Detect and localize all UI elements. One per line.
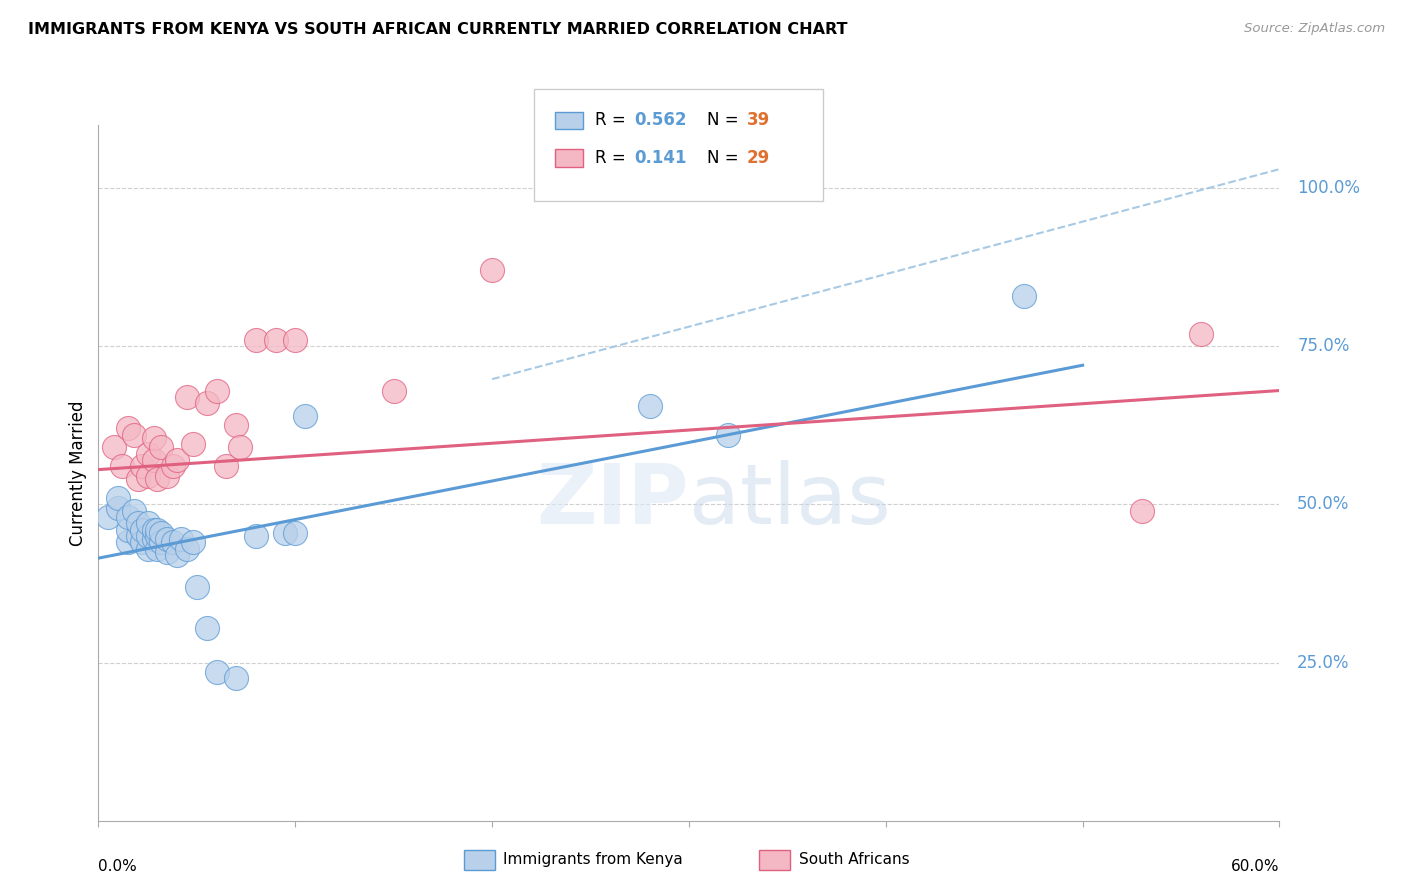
Point <box>150 441 173 455</box>
Point <box>131 523 153 537</box>
Point <box>186 580 208 594</box>
Point <box>181 437 204 451</box>
Point <box>162 535 184 549</box>
Point <box>156 545 179 559</box>
Point <box>131 535 153 549</box>
Point <box>225 671 247 685</box>
Text: R =: R = <box>595 112 631 129</box>
Point <box>181 535 204 549</box>
Point <box>162 459 184 474</box>
Text: 50.0%: 50.0% <box>1298 495 1350 514</box>
Point <box>136 469 159 483</box>
Point <box>136 516 159 531</box>
Text: IMMIGRANTS FROM KENYA VS SOUTH AFRICAN CURRENTLY MARRIED CORRELATION CHART: IMMIGRANTS FROM KENYA VS SOUTH AFRICAN C… <box>28 22 848 37</box>
Point <box>97 510 120 524</box>
Text: 29: 29 <box>747 149 770 167</box>
Point <box>245 529 267 543</box>
Text: N =: N = <box>707 112 744 129</box>
Text: 75.0%: 75.0% <box>1298 337 1350 355</box>
Point <box>136 447 159 461</box>
Point <box>103 441 125 455</box>
Point <box>717 427 740 442</box>
Point <box>117 535 139 549</box>
Point <box>195 396 218 410</box>
Point <box>146 529 169 543</box>
Text: 0.141: 0.141 <box>634 149 686 167</box>
Point <box>117 421 139 435</box>
Point <box>166 453 188 467</box>
Text: 39: 39 <box>747 112 770 129</box>
Point <box>136 529 159 543</box>
Point <box>131 459 153 474</box>
Point <box>107 491 129 505</box>
Point <box>229 441 252 455</box>
Point <box>142 523 165 537</box>
Point <box>150 535 173 549</box>
Y-axis label: Currently Married: Currently Married <box>69 400 87 546</box>
Point <box>117 523 139 537</box>
Point <box>215 459 238 474</box>
Point <box>264 333 287 347</box>
Point <box>245 333 267 347</box>
Point <box>122 504 145 518</box>
Point <box>176 390 198 404</box>
Point <box>107 500 129 515</box>
Point <box>146 472 169 486</box>
Point <box>122 427 145 442</box>
Point <box>156 469 179 483</box>
Point <box>284 333 307 347</box>
Point <box>382 384 405 398</box>
Point <box>127 472 149 486</box>
Point <box>274 525 297 540</box>
Text: Immigrants from Kenya: Immigrants from Kenya <box>503 853 683 867</box>
Point <box>638 400 661 414</box>
Point <box>176 541 198 556</box>
Point <box>150 525 173 540</box>
Point <box>142 532 165 546</box>
Text: Source: ZipAtlas.com: Source: ZipAtlas.com <box>1244 22 1385 36</box>
Point <box>225 418 247 433</box>
Point <box>1189 326 1212 341</box>
Point <box>205 384 228 398</box>
Text: R =: R = <box>595 149 636 167</box>
Point <box>127 516 149 531</box>
Point <box>146 541 169 556</box>
Point <box>195 621 218 635</box>
Point <box>142 431 165 445</box>
Text: 0.0%: 0.0% <box>98 859 138 874</box>
Point <box>136 541 159 556</box>
Text: South Africans: South Africans <box>799 853 910 867</box>
Point <box>166 548 188 562</box>
Text: 100.0%: 100.0% <box>1298 179 1360 197</box>
Point <box>481 263 503 277</box>
Text: ZIP: ZIP <box>537 460 689 541</box>
Text: 25.0%: 25.0% <box>1298 654 1350 672</box>
Point <box>170 532 193 546</box>
Text: atlas: atlas <box>689 460 890 541</box>
Point <box>1130 504 1153 518</box>
Point <box>284 525 307 540</box>
Point <box>205 665 228 679</box>
Point <box>117 510 139 524</box>
Text: 60.0%: 60.0% <box>1232 859 1279 874</box>
Point <box>156 532 179 546</box>
Point <box>127 529 149 543</box>
Point <box>294 409 316 423</box>
Text: 0.562: 0.562 <box>634 112 686 129</box>
Text: N =: N = <box>707 149 744 167</box>
Point <box>146 523 169 537</box>
Point <box>142 453 165 467</box>
Point <box>1012 288 1035 302</box>
Point <box>111 459 134 474</box>
